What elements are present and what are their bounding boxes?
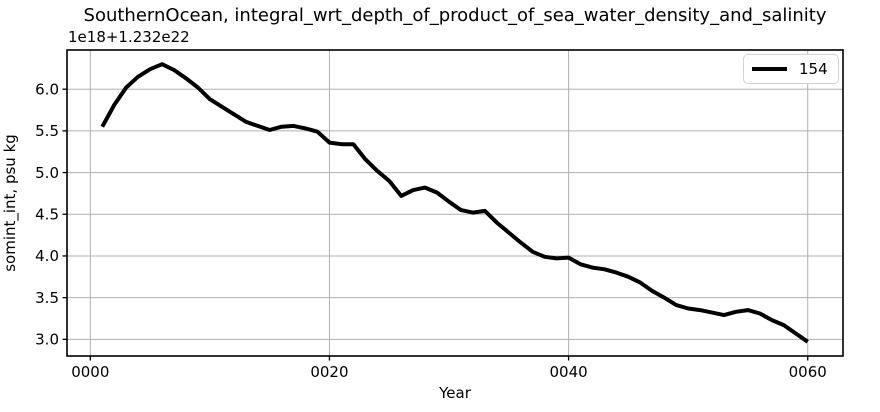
x-axis-label: Year — [439, 384, 471, 402]
x-tick-label: 0000 — [71, 363, 109, 381]
y-tick-label: 5.0 — [35, 164, 59, 182]
x-tick-label: 0020 — [310, 363, 348, 381]
y-tick-label: 3.5 — [35, 289, 59, 307]
legend: 154 — [743, 54, 839, 84]
y-tick-label: 4.5 — [35, 205, 59, 223]
y-tick-label: 3.0 — [35, 331, 59, 349]
legend-label: 154 — [799, 59, 828, 78]
legend-line-sample — [752, 67, 787, 71]
y-tick-label: 6.0 — [35, 80, 59, 98]
chart-title: SouthernOcean, integral_wrt_depth_of_pro… — [83, 5, 827, 26]
y-tick-label: 5.5 — [35, 122, 59, 140]
data-line — [100, 62, 809, 344]
y-axis-label: somint_int, psu kg — [1, 134, 19, 272]
x-tick-label: 0040 — [549, 363, 587, 381]
axes-frame — [66, 49, 844, 357]
y-tick-label: 4.0 — [35, 247, 59, 265]
x-tick-label: 0060 — [789, 363, 827, 381]
y-axis-offset-text: 1e18+1.232e22 — [68, 28, 190, 46]
